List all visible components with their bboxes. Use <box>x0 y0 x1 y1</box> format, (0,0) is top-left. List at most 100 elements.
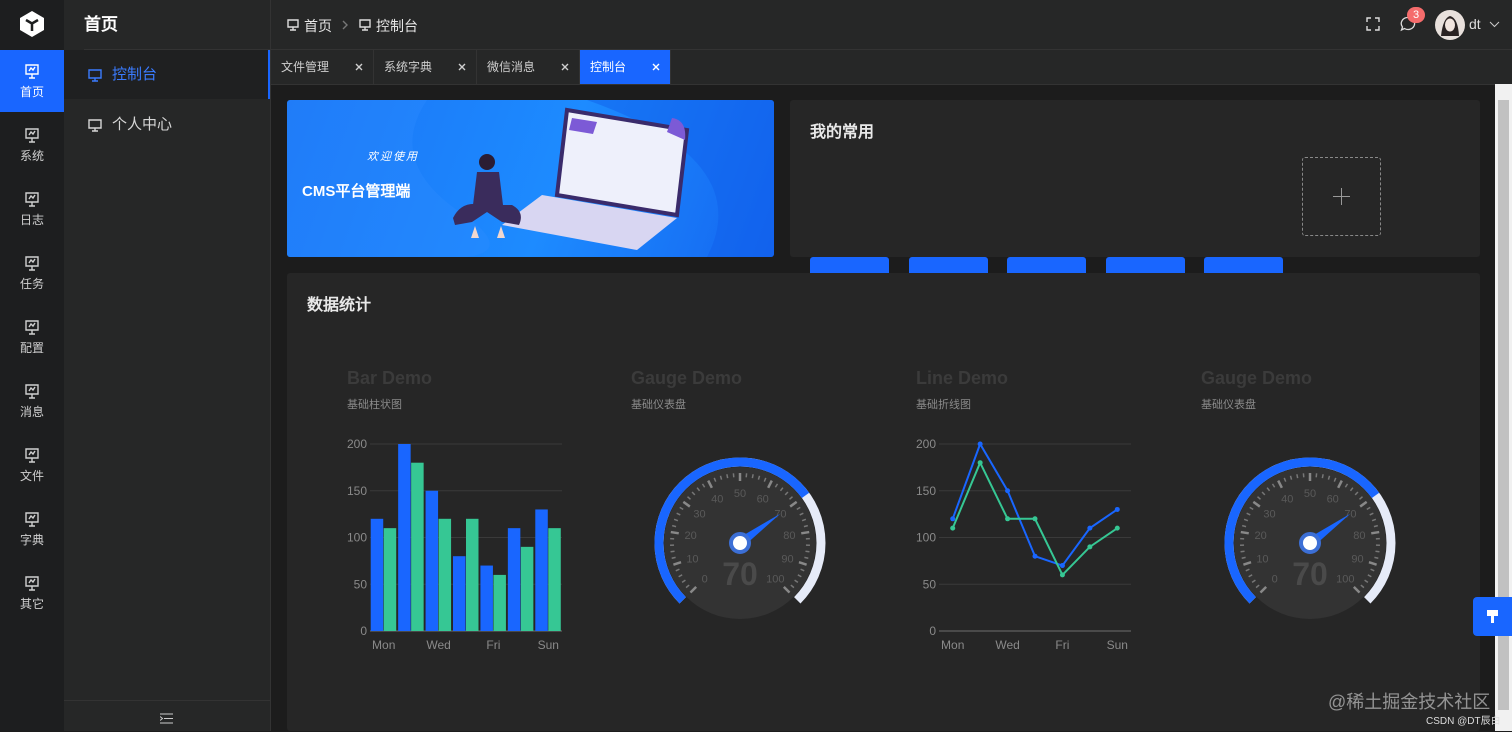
gauge-tick-label: 90 <box>1351 553 1363 565</box>
gauge-tick-label: 10 <box>1256 553 1268 565</box>
gauge-tick-label: 80 <box>783 530 795 542</box>
y-tick-label: 100 <box>347 531 367 545</box>
gauge-tick-label: 30 <box>1263 509 1275 521</box>
brush-icon <box>1486 609 1499 624</box>
gauge-tick-label: 20 <box>684 530 696 542</box>
point <box>1087 526 1092 531</box>
gauge-minor-tick <box>752 474 753 478</box>
chart-title: Bar Demo <box>347 368 432 388</box>
x-tick-label: Sun <box>1107 638 1128 652</box>
bar <box>439 519 452 631</box>
bar <box>453 556 466 631</box>
y-tick-label: 200 <box>347 437 367 451</box>
gauge-minor-tick <box>727 474 728 478</box>
gauge-tick <box>671 532 679 533</box>
point <box>1115 526 1120 531</box>
gauge-minor-tick <box>1374 557 1378 558</box>
gauge-minor-tick <box>1241 551 1245 552</box>
gauge-tick-label: 0 <box>702 573 708 585</box>
theme-button[interactable] <box>1473 597 1512 636</box>
bar <box>480 566 493 631</box>
watermark-author: CSDN @DT辰白 <box>1426 712 1501 727</box>
bar <box>493 575 506 631</box>
point <box>1033 554 1038 559</box>
gauge-tick <box>1241 532 1249 533</box>
line <box>953 444 1118 566</box>
gauge-minor-tick <box>1374 526 1378 527</box>
x-tick-label: Mon <box>941 638 964 652</box>
gauge-minor-tick <box>1242 557 1246 558</box>
point <box>978 460 983 465</box>
gauge-tick-label: 70 <box>1344 509 1356 521</box>
gauge-tick <box>1371 532 1379 533</box>
gauge-tick-label: 100 <box>766 573 784 585</box>
point <box>1087 544 1092 549</box>
watermark: @稀土掘金技术社区 <box>1328 688 1490 714</box>
y-tick-label: 50 <box>354 577 368 591</box>
gauge-anchor <box>1301 534 1319 552</box>
gauge-tick-label: 40 <box>1281 493 1293 505</box>
y-tick-label: 0 <box>360 624 367 638</box>
gauge-tick-label: 50 <box>1304 488 1316 500</box>
gauge-minor-tick <box>1242 526 1246 527</box>
x-tick-label: Wed <box>995 638 1019 652</box>
bar <box>426 491 439 631</box>
gauge-tick-label: 10 <box>686 553 698 565</box>
bar <box>548 528 561 631</box>
gauge-anchor <box>731 534 749 552</box>
gauge-minor-tick <box>805 551 809 552</box>
y-tick-label: 50 <box>923 577 937 591</box>
gauge-tick-label: 0 <box>1272 573 1278 585</box>
chart-subtitle: 基础仪表盘 <box>1201 397 1256 411</box>
gauge-tick-label: 60 <box>757 493 769 505</box>
bar <box>411 463 424 631</box>
y-tick-label: 150 <box>347 484 367 498</box>
gauge-tick-label: 20 <box>1254 530 1266 542</box>
gauge-tick-label: 90 <box>781 553 793 565</box>
point <box>950 516 955 521</box>
x-tick-label: Fri <box>1055 638 1069 652</box>
bar <box>521 547 534 631</box>
chart-subtitle: 基础仪表盘 <box>631 397 686 411</box>
gauge-minor-tick <box>672 557 676 558</box>
gauge-tick-label: 30 <box>693 509 705 521</box>
y-tick-label: 150 <box>916 484 936 498</box>
x-tick-label: Fri <box>486 638 500 652</box>
gauge-minor-tick <box>804 557 808 558</box>
chart-title: Line Demo <box>916 368 1008 388</box>
y-tick-label: 0 <box>929 624 936 638</box>
gauge-minor-tick <box>672 526 676 527</box>
x-tick-label: Sun <box>538 638 559 652</box>
chart-subtitle: 基础柱状图 <box>347 397 402 411</box>
gauge-minor-tick <box>1297 474 1298 478</box>
bar <box>535 509 548 631</box>
gauge-minor-tick <box>804 526 808 527</box>
gauge-minor-tick <box>1375 551 1379 552</box>
bar <box>508 528 521 631</box>
point <box>978 442 983 447</box>
gauge-tick-label: 100 <box>1336 573 1354 585</box>
gauge-value: 70 <box>722 556 758 592</box>
chart-subtitle: 基础折线图 <box>916 397 971 411</box>
x-tick-label: Mon <box>372 638 395 652</box>
point <box>1060 572 1065 577</box>
gauge-tick-label: 80 <box>1353 530 1365 542</box>
gauge-value: 70 <box>1292 556 1328 592</box>
gauge-tick-label: 40 <box>711 493 723 505</box>
point <box>950 526 955 531</box>
gauge-minor-tick <box>671 551 675 552</box>
bar <box>371 519 384 631</box>
bar <box>466 519 479 631</box>
bar <box>384 528 397 631</box>
gauge-tick-label: 50 <box>734 488 746 500</box>
point <box>1005 488 1010 493</box>
gauge-tick-label: 60 <box>1327 493 1339 505</box>
y-tick-label: 100 <box>916 531 936 545</box>
gauge-tick <box>801 532 809 533</box>
point <box>1060 563 1065 568</box>
point <box>1033 516 1038 521</box>
chart-title: Gauge Demo <box>631 368 742 388</box>
chart-title: Gauge Demo <box>1201 368 1312 388</box>
